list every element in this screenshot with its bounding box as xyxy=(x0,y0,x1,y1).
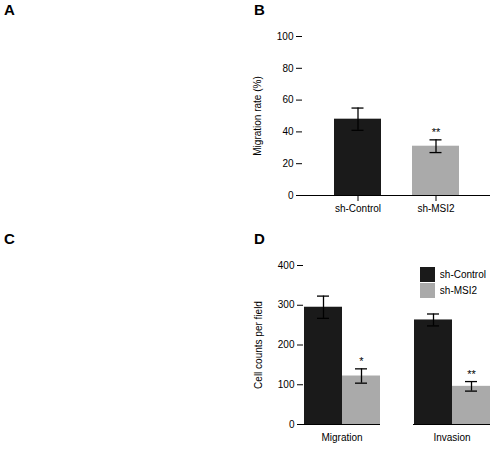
svg-text:60: 60 xyxy=(282,94,294,105)
svg-text:200: 200 xyxy=(278,339,295,350)
svg-text:0: 0 xyxy=(288,190,294,201)
svg-text:20: 20 xyxy=(282,158,294,169)
html-text:A: A xyxy=(4,1,15,18)
svg-text:300: 300 xyxy=(278,299,295,310)
svg-text:100: 100 xyxy=(278,379,295,390)
html-text:sh-Control: sh-Control xyxy=(439,269,486,280)
html-text:C: C xyxy=(4,230,15,247)
svg-text:80: 80 xyxy=(282,63,294,74)
html-text:B: B xyxy=(254,1,265,18)
svg-text:Invasion: Invasion xyxy=(433,432,470,443)
svg-text:400: 400 xyxy=(278,260,295,271)
svg-text:40: 40 xyxy=(282,126,294,137)
svg-text:Migration rate (%): Migration rate (%) xyxy=(252,76,263,155)
svg-text:**: ** xyxy=(432,126,441,138)
svg-text:**: ** xyxy=(467,368,476,380)
svg-text:sh-Control: sh-Control xyxy=(335,203,381,214)
svg-text:*: * xyxy=(359,355,364,367)
svg-text:sh-MSI2: sh-MSI2 xyxy=(417,203,455,214)
svg-text:0: 0 xyxy=(289,419,295,430)
svg-text:Migration: Migration xyxy=(321,432,362,443)
svg-text:Cell counts per field: Cell counts per field xyxy=(253,301,264,389)
html-text:D: D xyxy=(254,230,265,247)
html-text:sh-MSI2: sh-MSI2 xyxy=(439,285,478,296)
svg-text:100: 100 xyxy=(277,31,294,42)
